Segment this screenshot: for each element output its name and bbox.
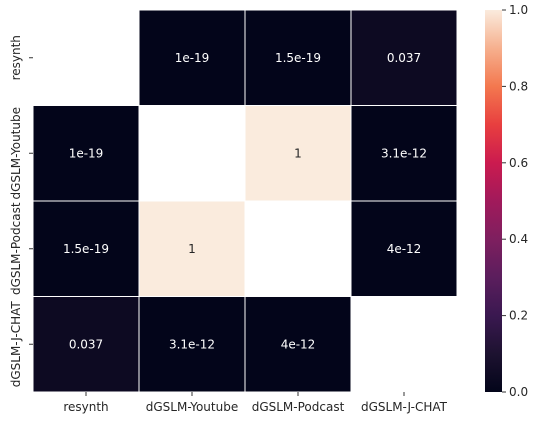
cell-annotation-3-1: 3.1e-12 [169, 337, 215, 351]
colorbar-gradient [485, 10, 502, 392]
x-tick-label-3: dGSLM-J-CHAT [361, 400, 448, 414]
cell-annotation-1-3: 3.1e-12 [381, 146, 427, 160]
cell-annotation-2-0: 1.5e-19 [63, 242, 109, 256]
cell-annotation-3-0: 0.037 [69, 337, 103, 351]
y-axis: resynth dGSLM-Youtube dGSLM-Podcast dGSLM-J… [9, 35, 33, 387]
cell-annotation-0-1: 1e-19 [175, 51, 210, 65]
heatmap-cell-2-3 [350, 200, 458, 297]
colorbar-tick-label-2: 0.4 [509, 232, 528, 246]
colorbar-tick-label-1: 0.2 [509, 309, 528, 323]
heatmap-cell-1-2 [244, 105, 352, 202]
heatmap-cell-1-0 [32, 105, 140, 202]
heatmap-cell-3-2 [244, 296, 352, 393]
x-axis: resynth dGSLM-Youtube dGSLM-Podcast dGSLM-J… [63, 392, 448, 414]
cell-annotation-0-3: 0.037 [387, 51, 421, 65]
heatmap-cell-0-1 [138, 9, 246, 106]
x-tick-label-1: dGSLM-Youtube [146, 400, 238, 414]
cell-annotation-2-1: 1 [188, 242, 196, 256]
cell-annotation-3-2: 4e-12 [281, 337, 316, 351]
cell-annotation-1-2: 1 [294, 146, 302, 160]
colorbar-tick-label-0: 0.0 [509, 385, 528, 399]
y-tick-label-2: dGSLM-Podcast [9, 202, 23, 295]
x-tick-label-2: dGSLM-Podcast [252, 400, 345, 414]
heatmap-cell-2-1 [138, 200, 246, 297]
y-tick-label-1: dGSLM-Youtube [9, 107, 23, 199]
heatmap-cell-3-0 [32, 296, 140, 393]
cell-annotation-2-3: 4e-12 [387, 242, 422, 256]
colorbar-tick-label-5: 1.0 [509, 3, 528, 17]
cell-annotations: 1e-19 1.5e-19 0.037 1e-19 1 3.1e-12 1.5e-19 1 4e… [63, 51, 427, 352]
cell-annotation-0-2: 1.5e-19 [275, 51, 321, 65]
cell-annotation-1-0: 1e-19 [69, 146, 104, 160]
colorbar: 0.0 0.2 0.4 0.6 0.8 1.0 [485, 3, 528, 399]
y-tick-label-3: dGSLM-J-CHAT [9, 301, 23, 388]
colorbar-tick-label-4: 0.8 [509, 79, 528, 93]
heatmap-cell-0-2 [244, 9, 352, 106]
heatmap-cells [32, 9, 458, 393]
x-tick-label-0: resynth [63, 400, 108, 414]
heatmap-cell-1-3 [350, 105, 458, 202]
heatmap-cell-0-3 [350, 9, 458, 106]
y-tick-label-0: resynth [9, 35, 23, 80]
colorbar-tick-label-3: 0.6 [509, 156, 528, 170]
